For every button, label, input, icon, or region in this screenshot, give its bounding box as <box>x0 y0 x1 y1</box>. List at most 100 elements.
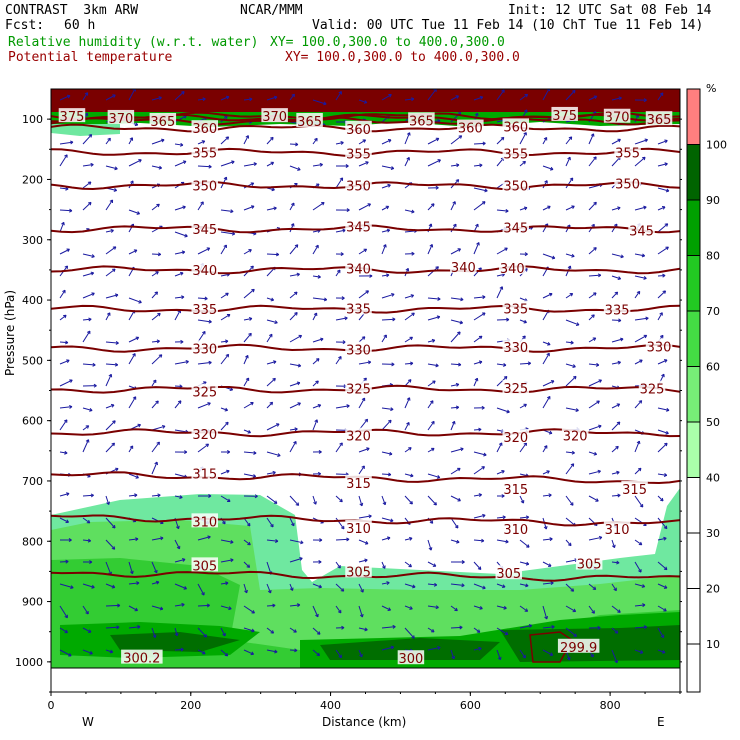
wind-vector <box>473 428 482 431</box>
wind-vector-head <box>342 228 346 233</box>
wind-vector-head <box>158 96 162 100</box>
wind-vector-head <box>249 97 253 102</box>
wind-vector <box>335 269 341 277</box>
wind-vector-head <box>386 273 390 278</box>
wind-vector-head <box>405 267 410 272</box>
wind-vector-head <box>435 605 439 610</box>
wind-vector <box>197 536 211 541</box>
wind-vector <box>381 495 386 505</box>
wind-vector-head <box>618 318 622 323</box>
wind-vector <box>266 136 274 145</box>
wind-vector <box>335 229 346 233</box>
wind-vector <box>266 604 276 607</box>
wind-vector-head <box>643 98 647 103</box>
isentrope-label-bg <box>408 112 435 127</box>
wind-vector <box>174 91 185 101</box>
wind-vector <box>634 114 639 123</box>
wind-vector-head <box>497 656 502 661</box>
wind-vector-head <box>250 401 254 406</box>
wind-vector-head <box>106 501 110 505</box>
wind-vector <box>519 649 526 659</box>
isentrope-label-bg <box>345 474 372 489</box>
wind-vector <box>59 419 68 431</box>
wind-vector-head <box>359 613 364 618</box>
wind-vector-head <box>571 205 575 209</box>
wind-vector <box>59 560 69 563</box>
wind-vector <box>565 463 575 475</box>
wind-vector-head <box>618 96 622 101</box>
wind-vector <box>381 229 390 233</box>
wind-vector <box>427 297 441 300</box>
wind-vector-head <box>549 537 553 542</box>
wind-vector-head <box>392 624 396 629</box>
wind-vector <box>634 495 644 508</box>
wind-vector <box>289 335 302 343</box>
wind-vector <box>105 246 117 255</box>
wind-vector-head <box>294 291 298 296</box>
wind-vector-head <box>319 538 323 543</box>
wind-vector <box>358 495 363 506</box>
wind-vector-head <box>208 494 212 498</box>
wind-vector-head <box>526 544 530 548</box>
wind-vector-head <box>636 290 641 295</box>
wind-vector <box>381 473 391 476</box>
wind-vector-head <box>69 404 73 409</box>
y-axis-label: Pressure (hPa) <box>3 290 17 376</box>
wind-vector-head <box>225 581 229 586</box>
wind-vector-head <box>664 162 668 167</box>
isentrope-label-bg <box>345 218 372 233</box>
wind-vector-head <box>410 473 414 478</box>
wind-vector-head <box>270 297 275 302</box>
x-tick-label: 600 <box>460 699 481 712</box>
wind-vector <box>312 404 321 409</box>
isentrope-label-bg <box>191 340 219 355</box>
wind-vector <box>381 244 387 255</box>
wind-vector-head <box>270 136 274 141</box>
wind-vector-head <box>665 430 669 435</box>
wind-vector-head <box>223 176 228 181</box>
wind-vector <box>312 605 319 618</box>
wind-vector <box>59 517 69 523</box>
isentrope-label: 325 <box>346 383 371 398</box>
colorbar-label: 70 <box>706 305 720 318</box>
wind-vector-head <box>429 400 434 404</box>
wind-vector <box>611 446 619 453</box>
wind-vector <box>59 154 68 167</box>
wind-vector <box>312 229 321 233</box>
wind-vector <box>174 400 182 409</box>
wind-vector <box>450 331 461 343</box>
y-tick-label: 100 <box>22 113 43 126</box>
wind-vector-head <box>571 89 576 94</box>
wind-vector <box>565 495 574 506</box>
wind-vector <box>289 402 301 409</box>
wind-vector <box>657 290 666 299</box>
y-tick-label: 200 <box>22 173 43 186</box>
wind-vector-head <box>109 649 114 654</box>
wind-vector-head <box>409 336 413 341</box>
wind-vector-head <box>644 138 648 143</box>
isentrope-label-bg <box>58 108 86 123</box>
wind-vector <box>450 383 459 387</box>
wind-vector-head <box>382 565 386 569</box>
wind-vector <box>243 561 250 568</box>
wind-vector-head <box>157 493 161 498</box>
wind-vector <box>404 98 414 101</box>
wind-vector-head <box>460 297 464 302</box>
wind-vector <box>473 201 486 211</box>
wind-vector <box>657 187 670 192</box>
wind-vector-head <box>547 563 552 567</box>
x-tick-label: 200 <box>180 699 201 712</box>
wind-vector-head <box>133 249 138 253</box>
wind-vector <box>151 441 160 453</box>
wind-vector-head <box>90 271 95 276</box>
wind-vector-head <box>614 630 619 634</box>
wind-vector <box>450 319 463 324</box>
wind-vector-head <box>272 603 276 608</box>
wind-vector <box>634 626 647 629</box>
wind-vector-head <box>226 449 231 454</box>
wind-vector <box>174 206 186 211</box>
wind-vector <box>151 379 157 387</box>
wind-vector-head <box>112 420 116 424</box>
wind-vector-head <box>593 156 597 160</box>
wind-vector <box>427 137 440 145</box>
